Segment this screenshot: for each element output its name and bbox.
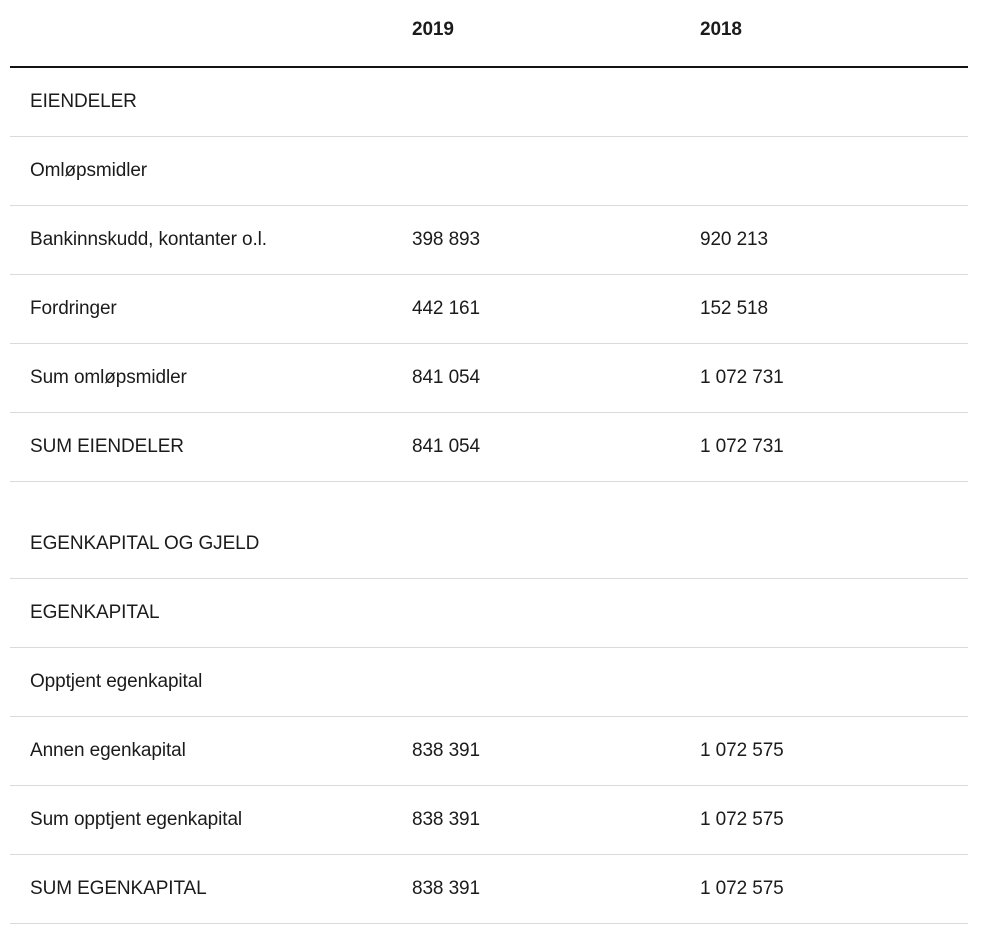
row-label: Opptjent egenkapital (30, 671, 203, 692)
row-label: SUM EIENDELER (30, 436, 184, 457)
row-value-2019: 838 391 (412, 878, 480, 899)
table-row-bankinnskudd: Bankinnskudd, kontanter o.l. 398 893 920… (10, 206, 968, 275)
table-row-sum-omlopsmidler: Sum omløpsmidler 841 054 1 072 731 (10, 344, 968, 413)
row-value-2019: 838 391 (412, 809, 480, 830)
table-row-sum-opptjent-egenkapital: Sum opptjent egenkapital 838 391 1 072 5… (10, 786, 968, 855)
row-label: Omløpsmidler (30, 160, 148, 181)
row-value-2019: 841 054 (412, 367, 480, 388)
table-row-eiendeler: EIENDELER (10, 68, 968, 137)
table-row-opptjent-egenkapital: Opptjent egenkapital (10, 648, 968, 717)
row-label: Bankinnskudd, kontanter o.l. (30, 229, 267, 250)
row-value-2019: 442 161 (412, 298, 480, 319)
table-row-egenkapital: EGENKAPITAL (10, 579, 968, 648)
row-value-2018: 1 072 575 (700, 740, 784, 761)
row-label: Annen egenkapital (30, 740, 186, 761)
row-label: Sum opptjent egenkapital (30, 809, 243, 830)
table-row-sum-eiendeler: SUM EIENDELER 841 054 1 072 731 (10, 413, 968, 482)
row-value-2019: 398 893 (412, 229, 480, 250)
table-row-fordringer: Fordringer 442 161 152 518 (10, 275, 968, 344)
table-row-omlopsmidler: Omløpsmidler (10, 137, 968, 206)
row-value-2018: 1 072 575 (700, 878, 784, 899)
header-year-2019: 2019 (412, 19, 454, 40)
row-value-2019: 841 054 (412, 436, 480, 457)
row-value-2019: 838 391 (412, 740, 480, 761)
table-row-egenkapital-og-gjeld: EGENKAPITAL OG GJELD (10, 510, 968, 579)
row-label: Fordringer (30, 298, 117, 319)
row-value-2018: 1 072 731 (700, 436, 784, 457)
section-spacer (10, 482, 968, 510)
row-label: Sum omløpsmidler (30, 367, 187, 388)
header-year-2018: 2018 (700, 19, 742, 40)
row-label: SUM EGENKAPITAL (30, 878, 207, 899)
table-header-row: 2019 2018 (10, 0, 968, 68)
row-value-2018: 920 213 (700, 229, 768, 250)
row-value-2018: 1 072 575 (700, 809, 784, 830)
table-row-sum-egenkapital: SUM EGENKAPITAL 838 391 1 072 575 (10, 855, 968, 924)
row-label: EGENKAPITAL (30, 602, 160, 623)
row-label: EIENDELER (30, 91, 137, 112)
table-row-annen-egenkapital: Annen egenkapital 838 391 1 072 575 (10, 717, 968, 786)
row-value-2018: 1 072 731 (700, 367, 784, 388)
row-label: EGENKAPITAL OG GJELD (30, 533, 260, 554)
balance-sheet-table: 2019 2018 EIENDELER Omløpsmidler Bankinn… (10, 0, 968, 924)
row-value-2018: 152 518 (700, 298, 768, 319)
